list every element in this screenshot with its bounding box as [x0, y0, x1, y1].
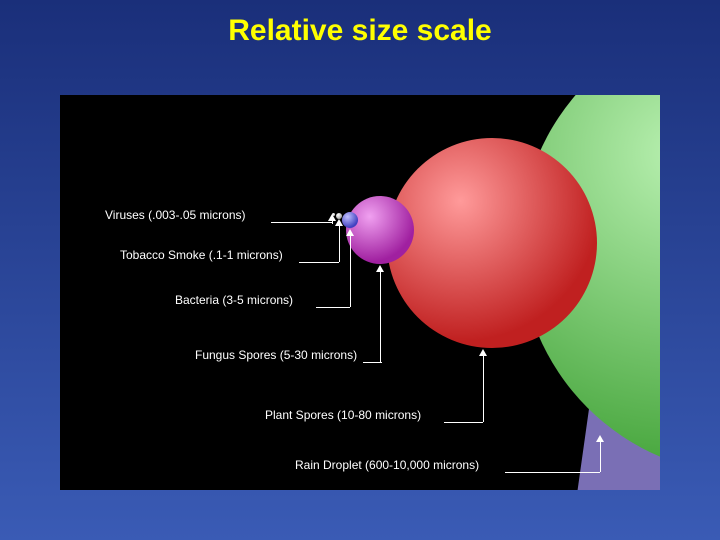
- label-4: Plant Spores (10-80 microns): [265, 408, 421, 422]
- callout-hline-2: [316, 307, 333, 308]
- arrow-head-1: [335, 219, 343, 226]
- label-3: Fungus Spores (5-30 microns): [195, 348, 357, 362]
- arrow-head-2: [346, 229, 354, 236]
- arrow-head-3: [376, 265, 384, 272]
- slide-title: Relative size scale: [0, 14, 720, 48]
- size-diagram: Viruses (.003-.05 microns) Tobacco Smoke …: [60, 95, 660, 490]
- callout-hline-4: [444, 422, 466, 423]
- callout-vline-4: [483, 355, 484, 422]
- callout-vline-3: [380, 271, 381, 362]
- callout-elbow-2: [333, 307, 350, 308]
- callout-elbow-0: [330, 222, 332, 223]
- callout-elbow-5: [550, 472, 600, 473]
- callout-hline-1: [299, 262, 323, 263]
- label-2: Bacteria (3-5 microns): [175, 293, 293, 307]
- label-5: Rain Droplet (600-10,000 microns): [295, 458, 479, 472]
- callout-elbow-1: [323, 262, 339, 263]
- label-1: Tobacco Smoke (.1-1 microns): [120, 248, 283, 262]
- callout-hline-0: [271, 222, 330, 223]
- arrow-head-5: [596, 435, 604, 442]
- slide: Relative size scale Viruses (.003-.05 mi…: [0, 0, 720, 540]
- label-0: Viruses (.003-.05 microns): [105, 208, 246, 222]
- callout-elbow-4: [466, 422, 483, 423]
- callout-elbow-3: [363, 362, 380, 363]
- callout-hline-5: [505, 472, 550, 473]
- callout-vline-2: [350, 235, 351, 307]
- callout-vline-1: [339, 225, 340, 262]
- arrow-head-4: [479, 349, 487, 356]
- sphere-plant: [387, 138, 597, 348]
- callout-vline-5: [600, 441, 601, 472]
- sphere-bact: [342, 212, 358, 228]
- sphere-fungus: [346, 196, 414, 264]
